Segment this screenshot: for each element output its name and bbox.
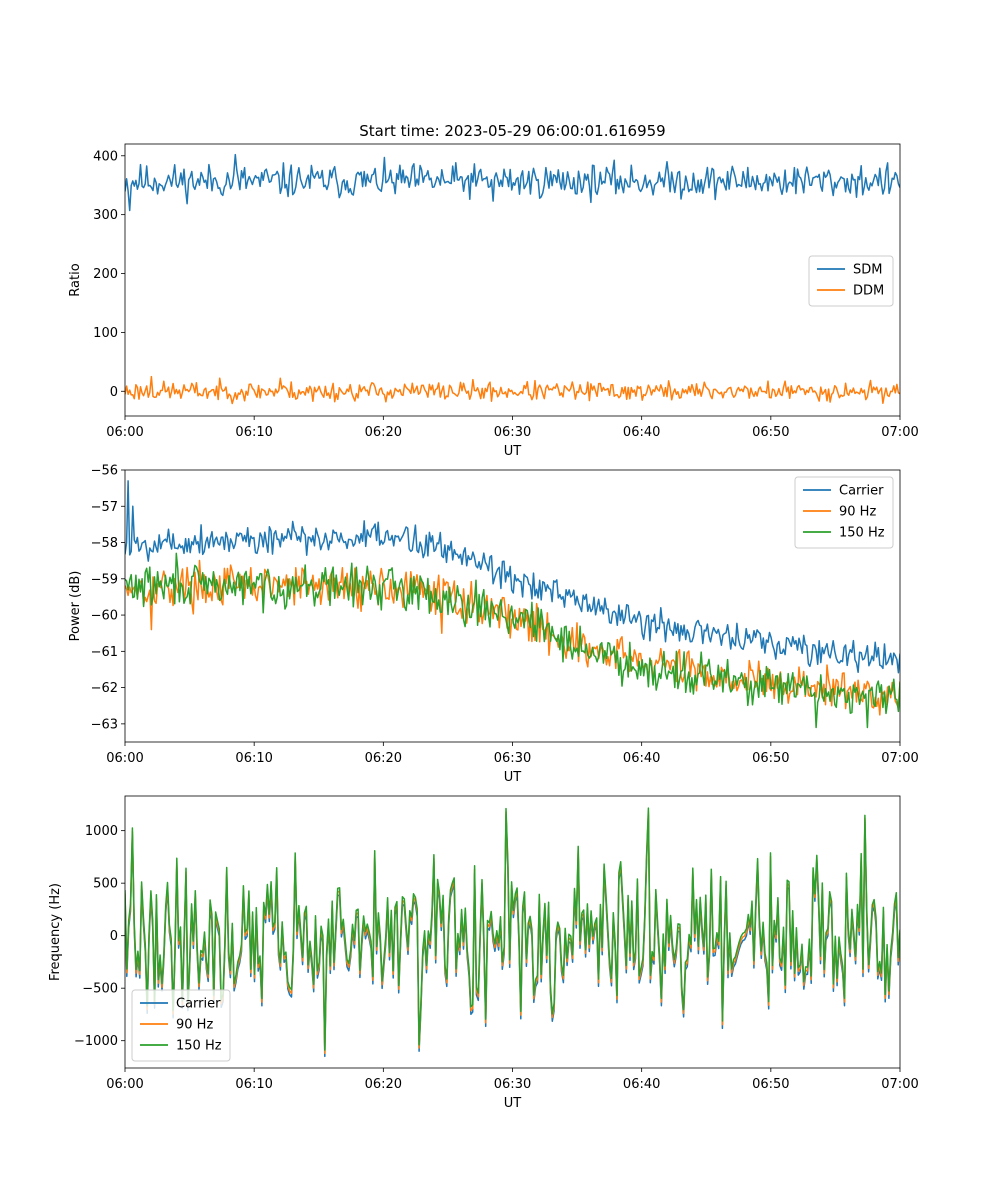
y-tick-label: −56 (91, 464, 118, 479)
y-tick-label: 100 (93, 326, 118, 341)
legend-box (794, 476, 894, 549)
y-tick-label: 400 (93, 149, 118, 164)
x-tick-label: 06:40 (623, 751, 660, 766)
series-line-ddm (125, 375, 900, 405)
series-line-sdm (125, 153, 900, 212)
y-tick-label: 1000 (85, 824, 118, 839)
legend: Carrier 90 Hz 150 Hz (131, 989, 231, 1062)
x-axis-label: UT (504, 770, 522, 785)
legend-label: SDM (853, 263, 882, 278)
legend-label: 90 Hz (839, 505, 876, 520)
x-tick-label: 06:00 (106, 751, 143, 766)
legend-label: 150 Hz (839, 526, 885, 541)
series-group (125, 807, 900, 1058)
y-axis-label: Power (dB) (68, 571, 83, 642)
legend: SDM DDM (808, 255, 894, 307)
panels: 06:00 06:10 06:20 06:30 06:40 06:50 07:00 0 100 2… (48, 143, 919, 1111)
x-tick-label: 06:30 (494, 425, 531, 440)
y-tick-label: −60 (91, 609, 118, 624)
legend-label: Carrier (176, 997, 221, 1012)
chart-panel-1: 06:00 06:10 06:20 06:30 06:40 06:50 07:00 0 100 2… (68, 143, 919, 459)
y-axis-label: Ratio (68, 263, 83, 296)
series-group (125, 480, 900, 729)
x-tick-label: 06:30 (494, 1077, 531, 1092)
y-tick-label: −59 (91, 572, 118, 587)
x-tick-label: 06:10 (235, 751, 272, 766)
y-tick-label: −1000 (74, 1034, 118, 1049)
x-tick-label: 06:20 (365, 1077, 402, 1092)
legend-label: Carrier (839, 484, 884, 499)
x-tick-label: 07:00 (881, 425, 918, 440)
x-tick-label: 06:40 (623, 425, 660, 440)
y-tick-label: −57 (91, 500, 118, 515)
x-axis-label: UT (504, 1096, 522, 1111)
x-tick-label: 06:00 (106, 425, 143, 440)
series-line-carrier (125, 480, 900, 674)
legend: Carrier 90 Hz 150 Hz (794, 476, 894, 549)
x-tick-label: 06:20 (365, 751, 402, 766)
x-tick-label: 06:10 (235, 1077, 272, 1092)
x-tick-label: 06:10 (235, 425, 272, 440)
x-tick-label: 06:30 (494, 751, 531, 766)
y-tick-label: −63 (91, 717, 118, 732)
axes-frame (124, 469, 901, 743)
x-tick-label: 06:50 (752, 1077, 789, 1092)
y-tick-label: −500 (82, 982, 118, 997)
y-tick-label: 500 (93, 877, 118, 892)
y-tick-label: −58 (91, 536, 118, 551)
x-tick-label: 07:00 (881, 1077, 918, 1092)
chart-panel-3: 06:00 06:10 06:20 06:30 06:40 06:50 07:00 −1000… (48, 795, 919, 1111)
series-group (125, 153, 900, 405)
y-axis-label: Frequency (Hz) (48, 883, 63, 981)
x-tick-label: 06:50 (752, 751, 789, 766)
y-tick-label: 200 (93, 267, 118, 282)
x-tick-label: 07:00 (881, 751, 918, 766)
y-tick-label: 0 (110, 929, 118, 944)
legend-label: 90 Hz (176, 1018, 213, 1033)
x-tick-label: 06:20 (365, 425, 402, 440)
figure-title: Start time: 2023-05-29 06:00:01.616959 (359, 122, 665, 140)
y-tick-label: 300 (93, 208, 118, 223)
x-tick-label: 06:50 (752, 425, 789, 440)
series-line-150-hz (125, 807, 900, 1051)
y-tick-label: −62 (91, 681, 118, 696)
legend-box (131, 989, 231, 1062)
legend-label: DDM (853, 284, 884, 299)
x-axis-label: UT (504, 444, 522, 459)
y-tick-label: −61 (91, 645, 118, 660)
x-tick-label: 06:40 (623, 1077, 660, 1092)
chart-panel-2: 06:00 06:10 06:20 06:30 06:40 06:50 07:00 −63 −6… (68, 464, 919, 786)
legend-label: 150 Hz (176, 1039, 222, 1054)
series-line-150-hz (125, 552, 900, 729)
y-tick-label: 0 (110, 385, 118, 400)
x-tick-label: 06:00 (106, 1077, 143, 1092)
